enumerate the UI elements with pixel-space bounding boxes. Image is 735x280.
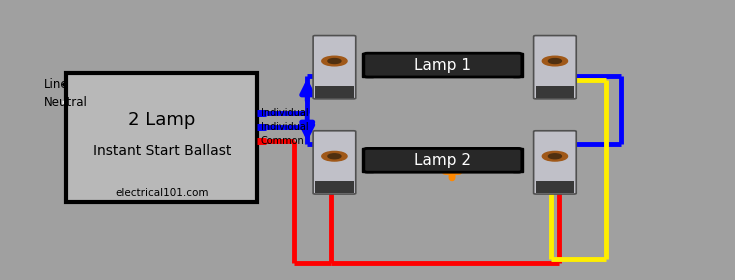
FancyBboxPatch shape	[364, 53, 522, 77]
FancyBboxPatch shape	[313, 36, 356, 99]
Text: electrical101.com: electrical101.com	[115, 188, 209, 198]
Circle shape	[328, 59, 341, 64]
Circle shape	[328, 154, 341, 159]
FancyBboxPatch shape	[364, 148, 522, 172]
Text: Instant Start Ballast: Instant Start Ballast	[93, 144, 231, 158]
Text: 2 Lamp: 2 Lamp	[128, 111, 196, 129]
Bar	[513, 53, 523, 77]
Bar	[536, 86, 574, 98]
Circle shape	[548, 59, 562, 64]
Circle shape	[542, 151, 567, 161]
Bar	[513, 148, 523, 172]
Bar	[362, 53, 373, 77]
Bar	[362, 148, 373, 172]
Text: Line: Line	[44, 78, 69, 90]
Circle shape	[548, 154, 562, 159]
Circle shape	[542, 56, 567, 66]
Bar	[536, 181, 574, 193]
Bar	[315, 86, 354, 98]
Bar	[66, 73, 257, 202]
Circle shape	[322, 56, 347, 66]
FancyBboxPatch shape	[313, 131, 356, 194]
FancyBboxPatch shape	[534, 131, 576, 194]
Text: Lamp 1: Lamp 1	[415, 58, 471, 73]
Text: Individual: Individual	[261, 108, 309, 118]
Bar	[315, 181, 354, 193]
Text: Lamp 2: Lamp 2	[415, 153, 471, 168]
Text: Individual: Individual	[261, 122, 309, 132]
FancyBboxPatch shape	[534, 36, 576, 99]
Circle shape	[322, 151, 347, 161]
Text: Neutral: Neutral	[44, 96, 88, 109]
Text: Common: Common	[261, 136, 305, 146]
